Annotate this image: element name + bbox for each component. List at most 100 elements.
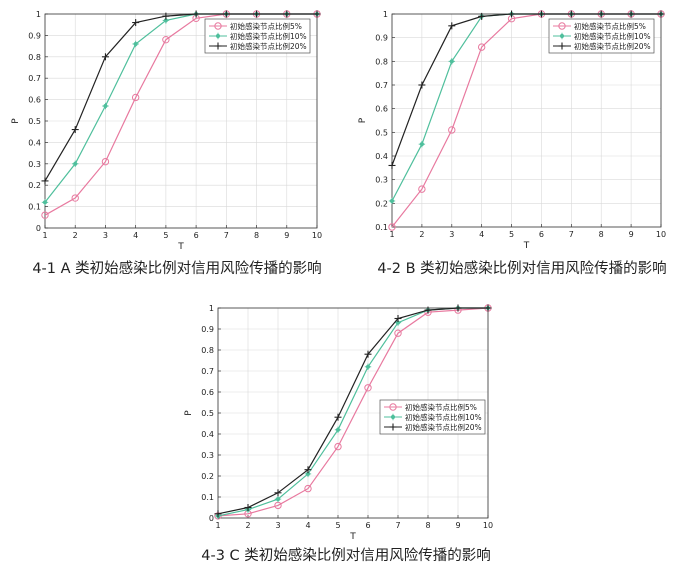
data-point bbox=[132, 19, 140, 27]
x-tick-label: 3 bbox=[103, 231, 108, 240]
y-tick-label: 0.2 bbox=[28, 181, 41, 190]
data-point bbox=[364, 363, 372, 370]
data-point bbox=[101, 157, 110, 166]
figure-caption: 4-3 C 类初始感染比例对信用风险传播的影响 bbox=[201, 547, 491, 564]
x-tick-label: 7 bbox=[569, 230, 574, 239]
legend: 初始感染节点比例5%初始感染节点比例10%初始感染节点比例20% bbox=[204, 18, 311, 54]
x-tick-label: 6 bbox=[365, 521, 370, 530]
y-tick-label: 0.7 bbox=[201, 367, 214, 376]
y-tick-label: 0.4 bbox=[28, 138, 41, 147]
y-tick-label: 0.4 bbox=[201, 430, 214, 439]
y-tick-label: 0.9 bbox=[28, 31, 41, 40]
y-tick-label: 0.6 bbox=[28, 96, 41, 105]
legend-label: 初始感染节点比例10% bbox=[405, 412, 482, 422]
data-point bbox=[334, 413, 342, 421]
y-tick-label: 0.9 bbox=[201, 325, 214, 334]
data-point bbox=[388, 197, 396, 205]
data-point bbox=[477, 43, 486, 51]
data-point bbox=[72, 160, 79, 167]
y-tick-label: 0.3 bbox=[201, 451, 214, 460]
y-tick-label: 0.1 bbox=[28, 203, 41, 212]
y-tick-label: 0.9 bbox=[375, 34, 388, 43]
data-point bbox=[424, 306, 432, 314]
y-tick-label: 0.8 bbox=[201, 346, 214, 355]
x-tick-label: 8 bbox=[254, 231, 259, 240]
y-tick-label: 0.7 bbox=[28, 74, 41, 83]
x-tick-label: 3 bbox=[449, 230, 454, 239]
legend-label: 初始感染节点比例20% bbox=[230, 41, 307, 51]
data-point bbox=[304, 466, 312, 474]
y-tick-label: 0.3 bbox=[28, 160, 41, 169]
x-tick-label: 8 bbox=[599, 230, 604, 239]
x-axis-label: T bbox=[523, 241, 530, 251]
y-tick-label: 0.1 bbox=[375, 223, 388, 232]
data-point bbox=[537, 10, 545, 18]
data-point bbox=[162, 35, 170, 44]
data-point bbox=[214, 22, 222, 30]
x-tick-label: 9 bbox=[629, 230, 634, 239]
data-point bbox=[558, 22, 566, 30]
data-point bbox=[214, 32, 222, 40]
data-point bbox=[657, 10, 665, 18]
data-point bbox=[627, 10, 635, 18]
chart-panel-2: 1 2 3 4 5 6 7 8 9 10 0.1 0.2 0.3 0.4 0.5 0.6 0.7 0.8 0.9 1 T… bbox=[358, 10, 666, 251]
series-line bbox=[391, 13, 661, 166]
x-tick-label: 4 bbox=[133, 231, 138, 240]
data-point bbox=[192, 10, 200, 18]
y-tick-label: 0.8 bbox=[375, 57, 388, 66]
y-tick-label: 1 bbox=[36, 10, 41, 19]
x-tick-label: 10 bbox=[312, 231, 322, 240]
data-point bbox=[418, 140, 426, 148]
data-point bbox=[214, 510, 222, 518]
x-tick-label: 7 bbox=[224, 231, 229, 240]
data-point bbox=[274, 495, 282, 503]
x-tick-label: 10 bbox=[483, 521, 493, 530]
data-point bbox=[388, 223, 396, 231]
data-point bbox=[448, 22, 456, 30]
y-tick-label: 0.3 bbox=[375, 176, 388, 185]
data-point bbox=[364, 384, 372, 392]
chart-panel-1: 1 2 3 4 5 6 7 8 9 10 0 0.1 0.2 0.3 0.4 0.5 0.6 0.7 0.8 0.9 1… bbox=[11, 10, 322, 252]
data-point bbox=[597, 10, 605, 18]
data-point bbox=[274, 489, 282, 497]
x-tick-label: 10 bbox=[656, 230, 666, 239]
x-tick-label: 4 bbox=[305, 521, 310, 530]
x-tick-label: 9 bbox=[455, 521, 460, 530]
x-axis-label: T bbox=[349, 532, 356, 542]
figure-caption: 4-1 A 类初始感染比例对信用风险传播的影响 bbox=[32, 260, 321, 277]
legend: 初始感染节点比例5%初始感染节点比例10%初始感染节点比例20% bbox=[379, 399, 486, 435]
data-point bbox=[102, 102, 109, 110]
y-axis-label: P bbox=[184, 410, 194, 416]
data-point bbox=[71, 126, 79, 134]
chart-panel-3: 1 2 3 4 5 6 7 8 9 10 0 0.1 0.2 0.3 0.4 0.5 0.6 0.7 0.8 0.9 1… bbox=[184, 304, 493, 542]
y-tick-label: 1 bbox=[209, 304, 214, 313]
legend-label: 初始感染节点比例20% bbox=[405, 422, 482, 432]
x-tick-label: 5 bbox=[509, 230, 514, 239]
data-point bbox=[101, 53, 109, 61]
y-tick-label: 0.6 bbox=[201, 388, 214, 397]
data-point bbox=[214, 42, 222, 50]
data-point bbox=[388, 161, 396, 169]
y-tick-label: 0.4 bbox=[375, 152, 388, 161]
data-point bbox=[253, 10, 261, 18]
data-point bbox=[484, 304, 492, 312]
data-point bbox=[478, 12, 486, 20]
x-tick-label: 1 bbox=[389, 230, 394, 239]
data-point bbox=[304, 470, 312, 478]
y-tick-label: 0.5 bbox=[201, 409, 214, 418]
data-point bbox=[454, 304, 462, 312]
data-point bbox=[558, 32, 566, 40]
data-point bbox=[364, 350, 372, 358]
data-point bbox=[418, 185, 426, 193]
y-tick-label: 0.1 bbox=[201, 493, 214, 502]
data-point bbox=[389, 423, 397, 431]
data-point bbox=[244, 504, 252, 511]
data-point bbox=[41, 211, 49, 219]
y-axis-label: P bbox=[11, 118, 21, 124]
data-point bbox=[389, 403, 397, 411]
x-axis-label: T bbox=[177, 242, 184, 252]
x-tick-label: 4 bbox=[479, 230, 484, 239]
y-tick-label: 0.2 bbox=[375, 199, 388, 208]
x-tick-label: 1 bbox=[42, 231, 47, 240]
